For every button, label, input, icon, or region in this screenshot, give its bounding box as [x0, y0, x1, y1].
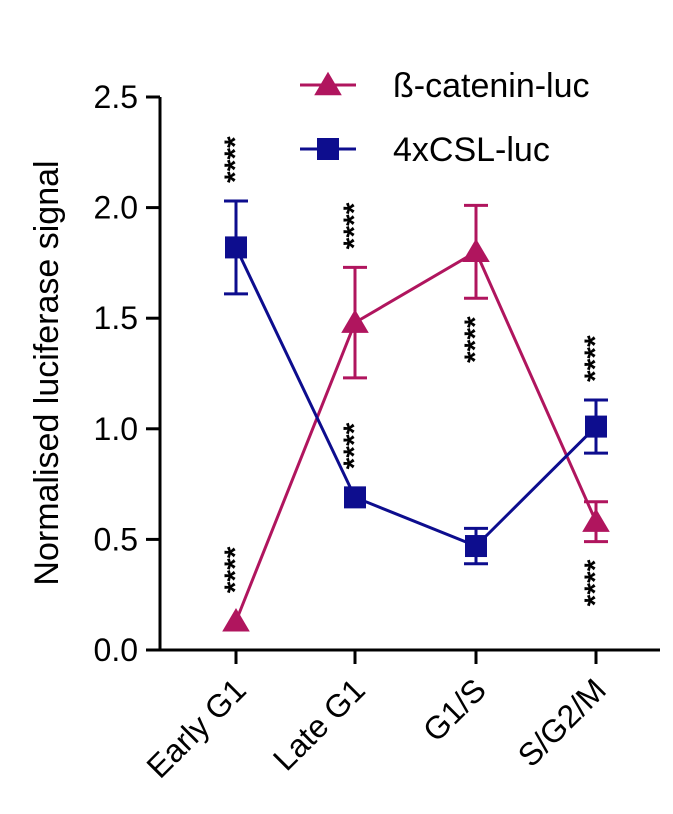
x-tick-label: S/G2/M — [511, 671, 613, 773]
significance-label: **** — [459, 316, 492, 363]
significance-label: **** — [579, 335, 612, 382]
series-layer: **** **** **** **** **** **** **** — [219, 136, 612, 632]
y-tick-label: 1.0 — [94, 411, 138, 447]
significance-label: **** — [338, 422, 371, 469]
y-tick-label: 2.0 — [94, 190, 138, 226]
y-axis-label: Normalised luciferase signal — [28, 160, 66, 585]
data-point — [582, 508, 610, 532]
legend-item-4xcsl-luc: 4xCSL-luc — [300, 131, 550, 169]
y-tick-label: 0.0 — [94, 632, 138, 668]
data-point — [225, 236, 247, 259]
significance-label: **** — [579, 559, 612, 606]
legend-label: ß-catenin-luc — [393, 67, 590, 105]
series-beta-catenin-luc: **** **** **** **** — [219, 202, 612, 632]
x-tick-label: Late G1 — [266, 671, 372, 777]
series-line — [234, 249, 598, 622]
legend-marker — [317, 138, 339, 160]
data-point — [462, 238, 490, 263]
x-tick-label: G1/S — [416, 671, 493, 748]
data-point — [222, 608, 250, 632]
legend: ß-catenin-luc 4xCSL-luc — [300, 67, 590, 169]
series-4xcsl-luc: **** **** **** — [219, 136, 612, 566]
y-tick-label: 1.5 — [94, 300, 138, 336]
data-point — [465, 535, 487, 558]
data-point — [585, 415, 607, 438]
series-line — [234, 246, 598, 548]
data-point — [341, 309, 369, 333]
legend-item-beta-catenin-luc: ß-catenin-luc — [300, 67, 590, 105]
significance-label: **** — [219, 136, 252, 183]
data-point — [344, 486, 366, 509]
legend-label: 4xCSL-luc — [393, 131, 550, 169]
y-tick-label: 0.5 — [94, 521, 138, 557]
legend-marker — [314, 71, 342, 96]
y-tick-label: 2.5 — [94, 79, 138, 115]
significance-label: **** — [338, 202, 371, 249]
axes: 0.0 0.5 1.0 1.5 2.0 2.5 Early G1 Late G1 G1/S S/G… — [94, 79, 660, 785]
x-tick-label: Early G1 — [139, 671, 252, 784]
significance-label: **** — [219, 546, 252, 593]
